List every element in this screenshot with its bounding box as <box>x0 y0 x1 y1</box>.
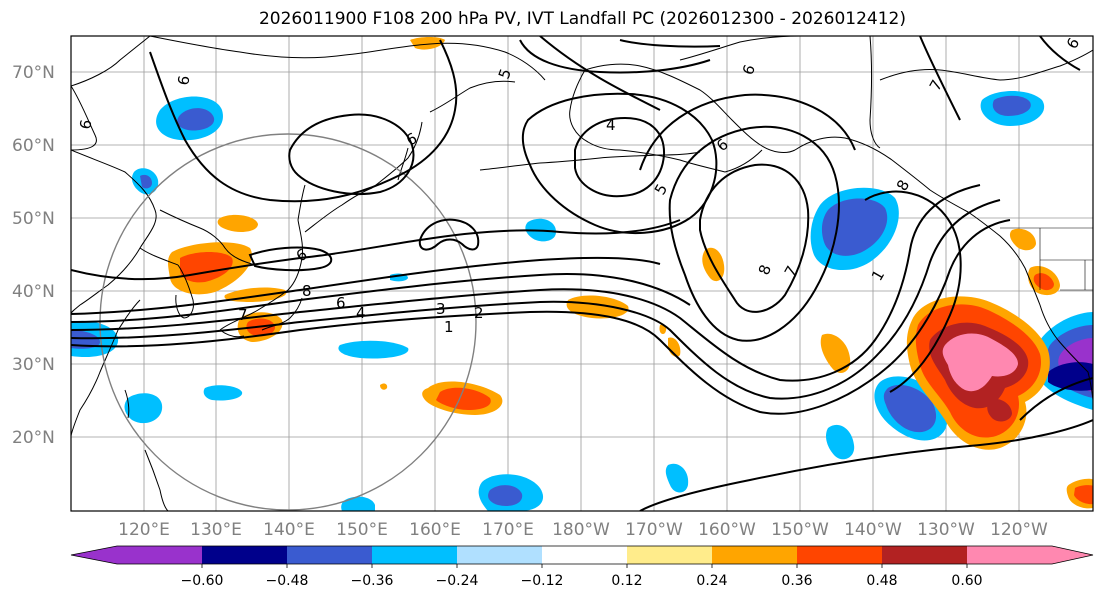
svg-text:0.36: 0.36 <box>781 573 812 589</box>
svg-text:120°E: 120°E <box>118 520 170 540</box>
svg-text:2: 2 <box>474 304 484 322</box>
pv-contours <box>71 36 1093 511</box>
colorbar-bin <box>287 546 372 564</box>
lat-label-40: 40°N <box>12 282 55 302</box>
svg-text:0.12: 0.12 <box>611 573 642 589</box>
lat-label-30: 30°N <box>12 355 55 375</box>
svg-text:160°E: 160°E <box>409 520 461 540</box>
lat-label-60: 60°N <box>12 136 55 156</box>
svg-text:3: 3 <box>436 300 446 318</box>
svg-text:130°E: 130°E <box>190 520 242 540</box>
colorbar-bin <box>542 546 627 564</box>
svg-text:−0.48: −0.48 <box>266 573 309 589</box>
svg-text:−0.24: −0.24 <box>436 573 479 589</box>
lon-labels: 120°E 130°E 140°E 150°E 160°E 170°E 180°… <box>118 520 1048 540</box>
svg-text:7: 7 <box>238 306 248 324</box>
svg-text:4: 4 <box>356 304 366 322</box>
colorbar-bin <box>117 546 202 564</box>
svg-text:6: 6 <box>336 294 346 312</box>
lat-label-70: 70°N <box>12 63 55 83</box>
colorbar-high-extend <box>1052 546 1093 564</box>
colorbar-bin <box>797 546 882 564</box>
colorbar-bin <box>457 546 542 564</box>
pv-shading <box>71 37 1093 511</box>
svg-text:8: 8 <box>302 282 312 300</box>
colorbar-bin <box>967 546 1052 564</box>
svg-text:0.48: 0.48 <box>866 573 897 589</box>
svg-text:−0.12: −0.12 <box>521 573 564 589</box>
coastlines <box>71 36 1093 511</box>
svg-text:−0.36: −0.36 <box>351 573 394 589</box>
lat-labels: 70°N 60°N 50°N 40°N 30°N 20°N <box>12 63 55 448</box>
colorbar-outline <box>70 545 1094 565</box>
colorbar <box>70 545 1094 568</box>
svg-text:4: 4 <box>606 116 616 134</box>
colorbar-low-extend <box>71 546 117 564</box>
svg-text:180°W: 180°W <box>552 520 610 540</box>
svg-text:150°W: 150°W <box>771 520 829 540</box>
colorbar-bin <box>627 546 712 564</box>
svg-text:1: 1 <box>444 318 454 336</box>
svg-text:150°E: 150°E <box>336 520 388 540</box>
plot-title: 2026011900 F108 200 hPa PV, IVT Landfall… <box>258 9 906 29</box>
svg-text:0.24: 0.24 <box>696 573 727 589</box>
svg-text:170°W: 170°W <box>625 520 683 540</box>
colorbar-bin <box>882 546 967 564</box>
colorbar-bin <box>202 546 287 564</box>
colorbar-bin <box>712 546 797 564</box>
svg-text:0.60: 0.60 <box>951 573 982 589</box>
svg-text:140°E: 140°E <box>263 520 315 540</box>
state-borders <box>1000 227 1093 291</box>
lat-label-20: 20°N <box>12 428 55 448</box>
svg-text:−0.60: −0.60 <box>181 573 224 589</box>
svg-text:140°W: 140°W <box>844 520 902 540</box>
svg-text:170°E: 170°E <box>482 520 534 540</box>
lat-label-50: 50°N <box>12 209 55 229</box>
svg-text:160°W: 160°W <box>698 520 756 540</box>
svg-text:6: 6 <box>174 74 193 87</box>
svg-text:6: 6 <box>76 118 95 131</box>
svg-text:130°W: 130°W <box>917 520 975 540</box>
colorbar-labels: −0.60 −0.48 −0.36 −0.24 −0.12 0.12 0.24 … <box>181 573 983 589</box>
map-frame <box>70 35 1094 512</box>
svg-text:120°W: 120°W <box>990 520 1048 540</box>
colorbar-bin <box>372 546 457 564</box>
